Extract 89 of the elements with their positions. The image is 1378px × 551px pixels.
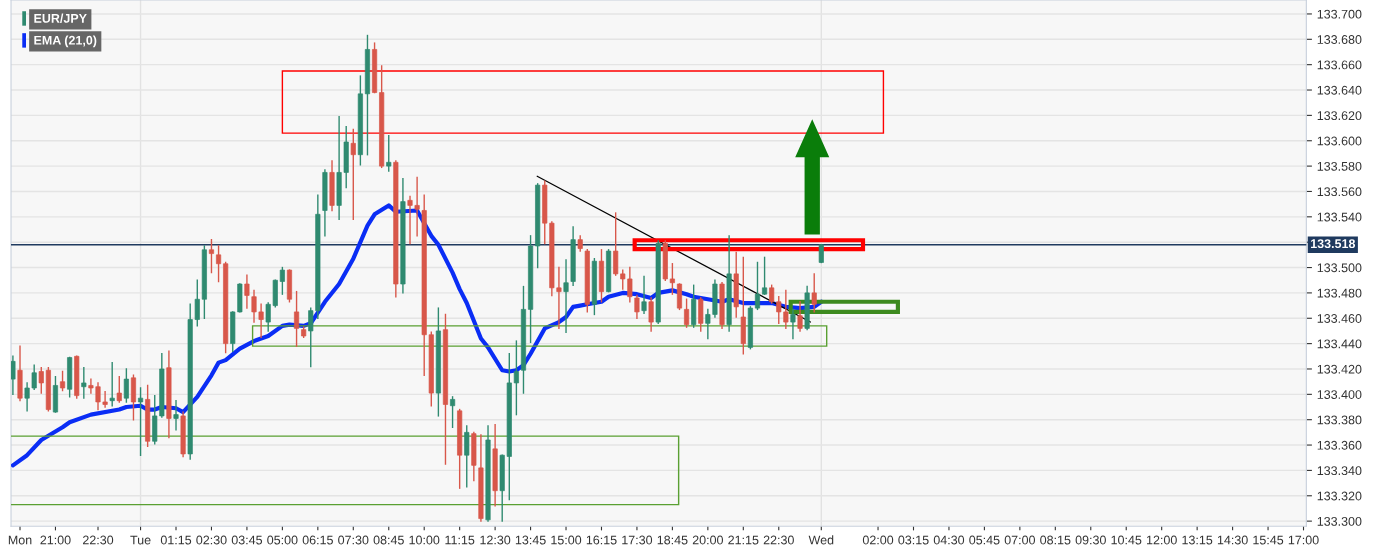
x-tick-label: 02:00 bbox=[862, 535, 894, 545]
x-tick-label: 03:15 bbox=[898, 535, 929, 545]
y-tick-label: 133.480 bbox=[1317, 288, 1362, 298]
y-tick-label: 133.460 bbox=[1317, 314, 1362, 323]
candlestick bbox=[641, 275, 647, 314]
x-tick-label: 21:15 bbox=[728, 535, 759, 545]
candlestick bbox=[754, 261, 761, 311]
legend-label: EMA (21,0) bbox=[34, 35, 97, 48]
x-tick-label: 14:30 bbox=[1217, 535, 1248, 545]
candlestick bbox=[634, 294, 640, 319]
candlestick bbox=[797, 301, 803, 332]
x-tick-label: 13:15 bbox=[1182, 535, 1213, 545]
y-tick-label: 133.660 bbox=[1317, 60, 1362, 70]
y-tick-label: 133.420 bbox=[1317, 364, 1362, 374]
y-tick-label: 133.500 bbox=[1317, 263, 1362, 273]
y-tick-label: 133.640 bbox=[1317, 85, 1362, 95]
candlestick bbox=[684, 298, 690, 328]
x-tick-label: 10:45 bbox=[1111, 535, 1142, 545]
x-tick-label: 12:30 bbox=[480, 535, 511, 545]
y-tick-label: 133.540 bbox=[1317, 212, 1362, 222]
x-tick-label: 16:15 bbox=[586, 535, 617, 545]
x-tick-label: 11:15 bbox=[445, 535, 475, 545]
candlestick bbox=[762, 256, 768, 295]
y-tick-label: 133.620 bbox=[1317, 111, 1362, 121]
x-tick-label: 07:30 bbox=[338, 535, 369, 545]
candlestick bbox=[216, 245, 222, 283]
x-tick-label: 08:45 bbox=[373, 535, 404, 545]
x-tick-label: 03:45 bbox=[231, 535, 263, 545]
candlestick bbox=[350, 128, 356, 221]
candlestick bbox=[138, 387, 144, 456]
candlestick bbox=[669, 263, 675, 295]
y-tick-label: 133.400 bbox=[1317, 390, 1362, 399]
x-tick-label: 20:00 bbox=[692, 535, 723, 545]
candlestick bbox=[208, 238, 215, 274]
x-tick-label: 22:30 bbox=[83, 535, 114, 545]
x-tick-label: 07:00 bbox=[1004, 535, 1036, 545]
candlestick bbox=[11, 355, 16, 396]
y-tick-label: 133.360 bbox=[1317, 440, 1362, 450]
ref-line-label: 133.518 bbox=[1311, 239, 1356, 249]
candlestick bbox=[513, 340, 519, 416]
x-tick-label: 13:45 bbox=[515, 535, 546, 545]
y-tick-label: 133.560 bbox=[1317, 187, 1362, 197]
x-tick-label: Wed bbox=[808, 535, 834, 545]
x-tick-label: 22:30 bbox=[763, 535, 794, 545]
candlestick bbox=[790, 308, 796, 340]
x-tick-label: 05:45 bbox=[969, 535, 1000, 545]
x-tick-label: 18:45 bbox=[657, 535, 688, 545]
y-tick-label: 133.600 bbox=[1317, 136, 1362, 146]
x-tick-label: Mon bbox=[8, 535, 32, 545]
candlestick bbox=[109, 361, 115, 407]
candlestick bbox=[811, 273, 817, 313]
candlestick bbox=[294, 290, 300, 347]
candlestick bbox=[38, 367, 44, 394]
x-tick-label: 01:15 bbox=[160, 535, 192, 545]
candlestick bbox=[123, 368, 129, 403]
y-tick-label: 133.340 bbox=[1317, 466, 1362, 476]
x-tick-label: 05:00 bbox=[267, 535, 298, 545]
candlestick bbox=[279, 266, 285, 295]
x-tick-label: 08:15 bbox=[1040, 535, 1071, 545]
y-tick-label: 133.440 bbox=[1317, 339, 1362, 349]
y-tick-label: 133.300 bbox=[1317, 516, 1362, 526]
candlestick bbox=[563, 259, 569, 333]
x-tick-label: 15:45 bbox=[1253, 535, 1284, 545]
x-tick-label: 06:15 bbox=[302, 535, 333, 545]
candlestick bbox=[81, 367, 87, 399]
y-tick-label: 133.580 bbox=[1317, 161, 1362, 171]
x-tick-label: 17:30 bbox=[622, 535, 653, 545]
candlestick bbox=[464, 425, 470, 488]
x-tick-label: 10:00 bbox=[409, 535, 440, 545]
y-tick-label: 133.380 bbox=[1317, 415, 1362, 425]
y-tick-label: 133.700 bbox=[1317, 9, 1362, 19]
x-tick-label: 02:30 bbox=[196, 535, 227, 545]
x-tick-label: 15:00 bbox=[551, 535, 582, 545]
candlestick bbox=[60, 370, 66, 392]
x-tick-label: 17:00 bbox=[1288, 535, 1319, 545]
candlestick bbox=[450, 396, 456, 428]
y-tick-label: 133.320 bbox=[1317, 491, 1362, 501]
y-tick-label: 133.680 bbox=[1317, 35, 1362, 44]
x-tick-label: 12:00 bbox=[1147, 535, 1177, 545]
candlestick bbox=[116, 375, 122, 403]
legend-label: EUR/JPY bbox=[34, 13, 87, 23]
candlestick bbox=[648, 297, 654, 332]
x-tick-label: 04:30 bbox=[933, 535, 965, 545]
x-tick-label: 09:30 bbox=[1075, 535, 1106, 545]
x-tick-label: 21:00 bbox=[40, 535, 71, 545]
candlestick bbox=[244, 274, 250, 309]
candlestick bbox=[173, 399, 179, 431]
candlestick bbox=[386, 134, 392, 172]
x-tick-label: Tue bbox=[130, 535, 151, 545]
